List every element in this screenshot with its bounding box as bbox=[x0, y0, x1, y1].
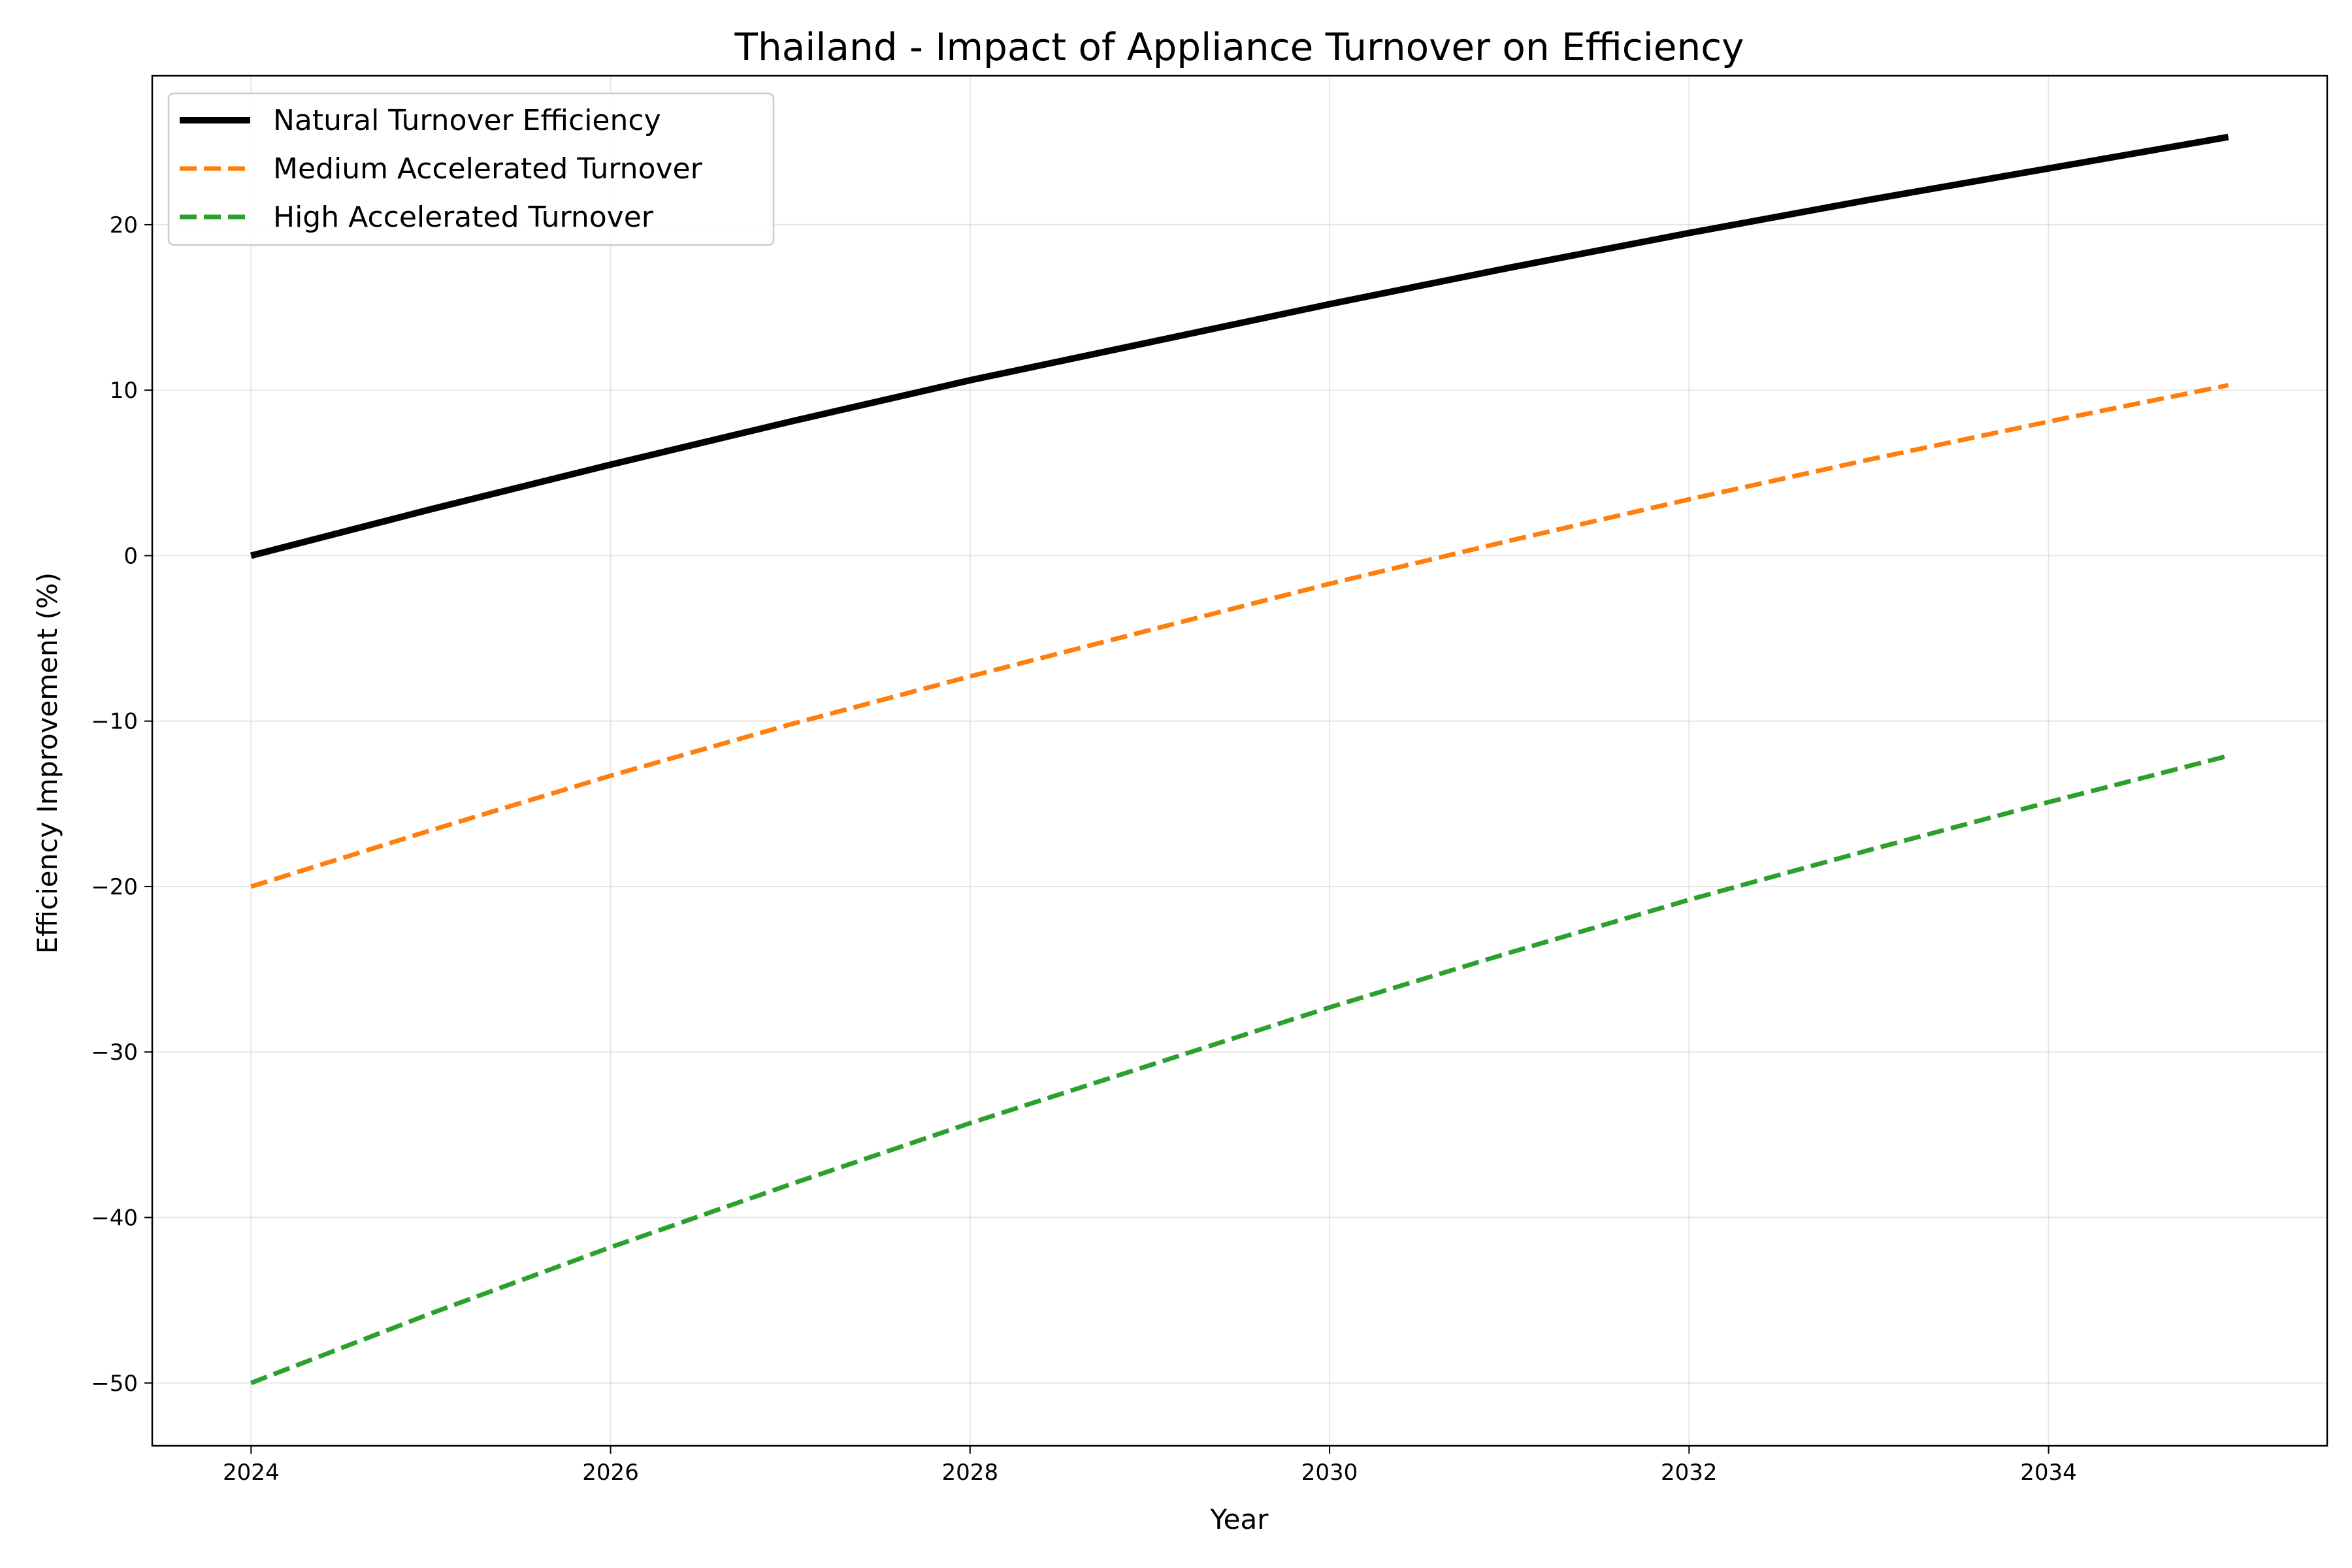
x-tick-label: 2030 bbox=[1301, 1460, 1358, 1486]
y-tick-label: 10 bbox=[110, 378, 138, 404]
plot-frame bbox=[151, 74, 2328, 1447]
y-tick-label: −10 bbox=[91, 709, 138, 735]
chart-title: Thailand - Impact of Appliance Turnover … bbox=[734, 25, 1744, 69]
legend-label-0: Natural Turnover Efficiency bbox=[273, 104, 661, 137]
data-point bbox=[1149, 1065, 1150, 1066]
series-line-0 bbox=[250, 133, 2229, 559]
data-point bbox=[251, 886, 252, 887]
data-point bbox=[251, 1382, 252, 1383]
x-tick-label: 2034 bbox=[2020, 1460, 2077, 1486]
y-tick-label: 0 bbox=[123, 543, 138, 569]
data-point bbox=[790, 421, 791, 422]
y-axis-title: Efficiency Improvement (%) bbox=[31, 572, 63, 954]
data-point bbox=[1509, 540, 1510, 541]
data-point bbox=[2048, 421, 2049, 422]
series-line-2 bbox=[250, 753, 2229, 1386]
data-point bbox=[1689, 499, 1690, 500]
axis-ticks: 2024 2026 2028 2030 2032 2034 −50 −40 −30 −20 −10 0… bbox=[91, 212, 2077, 1486]
series-line-1 bbox=[250, 383, 2229, 889]
y-tick-label: −40 bbox=[91, 1205, 138, 1232]
x-tick-label: 2024 bbox=[223, 1460, 280, 1486]
data-point bbox=[1509, 267, 1510, 268]
legend-label-1: Medium Accelerated Turnover bbox=[273, 152, 703, 186]
legend: Natural Turnover Efficiency Medium Accele… bbox=[167, 92, 775, 246]
grid bbox=[152, 76, 2327, 1446]
data-point bbox=[610, 1247, 611, 1248]
y-tick-label: −30 bbox=[91, 1039, 138, 1066]
x-axis-title: Year bbox=[1210, 1503, 1269, 1535]
x-tick-label: 2032 bbox=[1661, 1460, 1718, 1486]
data-point bbox=[790, 724, 791, 725]
legend-box bbox=[167, 92, 775, 246]
y-tick-label: −50 bbox=[91, 1371, 138, 1397]
y-tick-label: −20 bbox=[91, 874, 138, 900]
data-point bbox=[2228, 755, 2229, 756]
x-tick-label: 2026 bbox=[582, 1460, 639, 1486]
data-point bbox=[251, 555, 252, 556]
x-tick-label: 2028 bbox=[942, 1460, 999, 1486]
legend-label-2: High Accelerated Turnover bbox=[273, 201, 654, 234]
series-lines bbox=[250, 133, 2229, 1386]
y-tick-label: 20 bbox=[110, 212, 138, 238]
data-point bbox=[2048, 168, 2049, 169]
